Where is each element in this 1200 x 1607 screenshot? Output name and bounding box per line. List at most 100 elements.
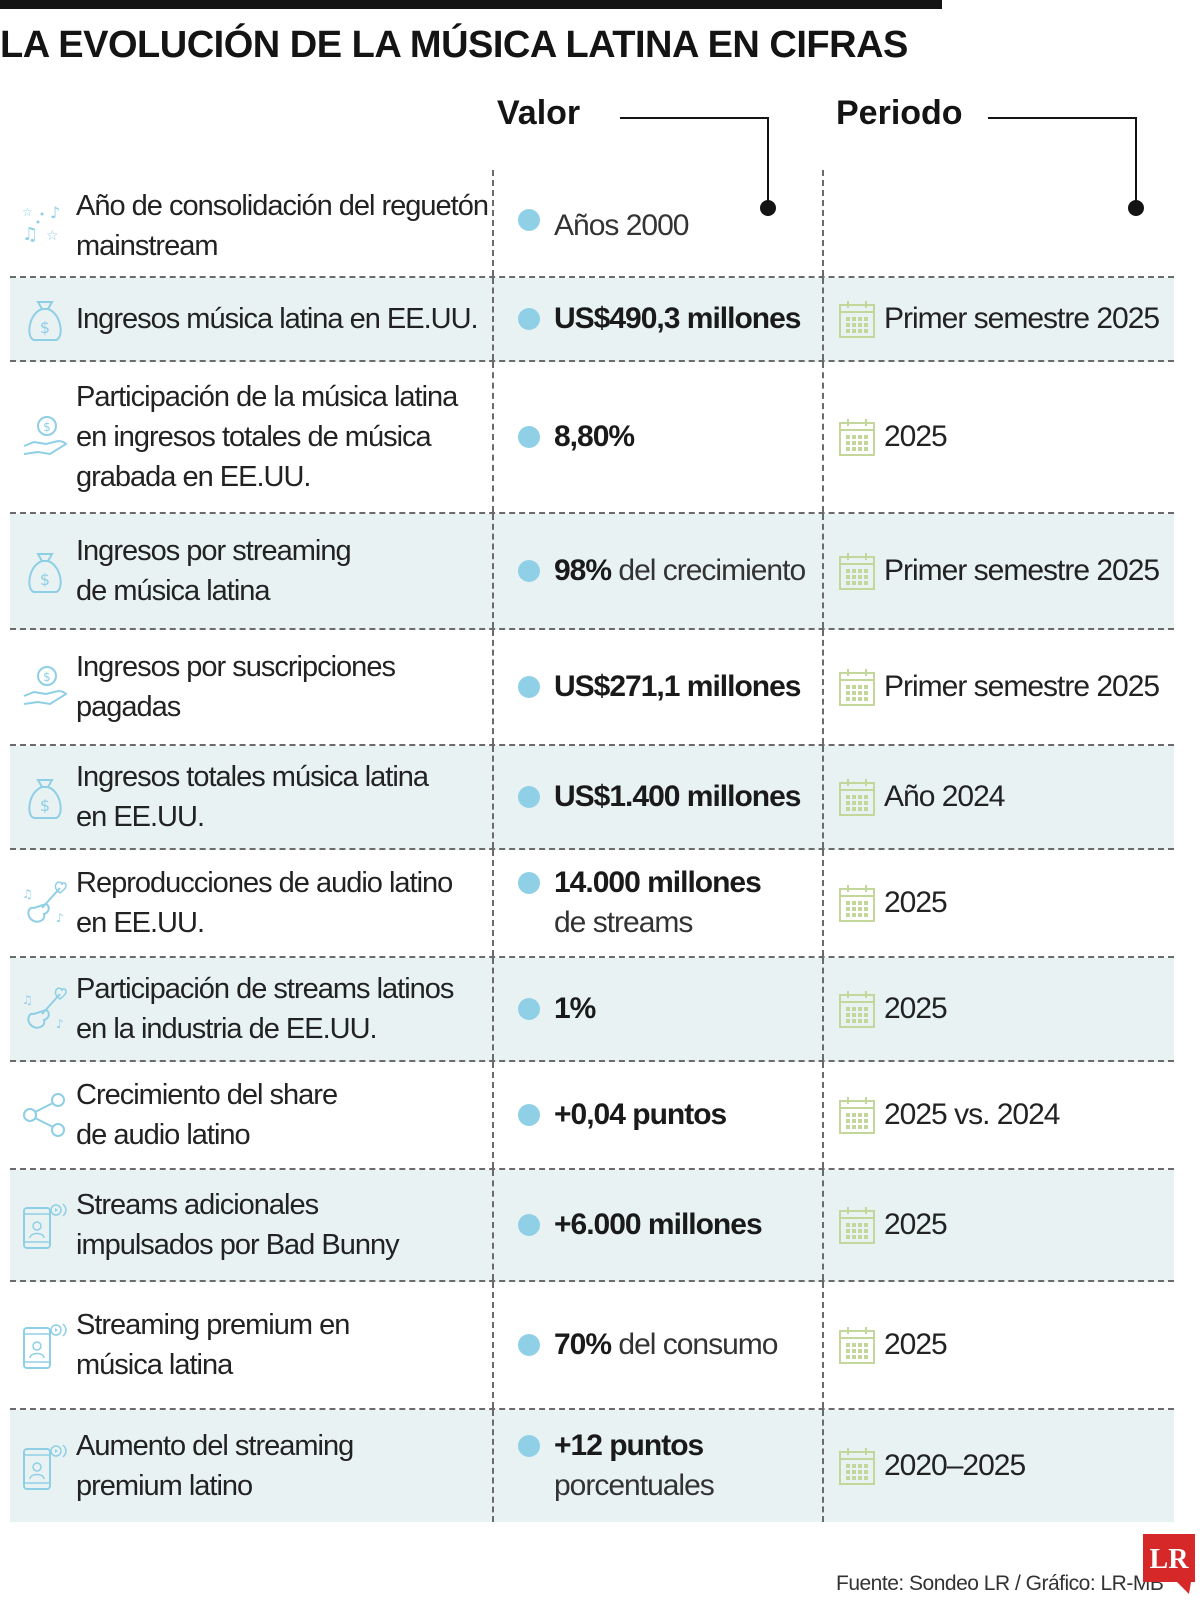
column-divider (492, 514, 494, 628)
svg-text:☆: ☆ (22, 205, 33, 219)
column-divider (822, 514, 824, 628)
column-header-periodo: Periodo (836, 94, 963, 132)
column-divider (822, 278, 824, 360)
row-label: Ingresos por suscripciones pagadas (76, 647, 496, 727)
bullet-dot (518, 426, 540, 448)
money-bag-icon: $ (20, 772, 70, 822)
column-divider (822, 746, 824, 848)
table-row: $ Ingresos música latina en EE.UU. US$490,… (10, 278, 1174, 362)
period-text: 2025 (884, 886, 948, 919)
row-label-line: de música latina (76, 575, 271, 607)
row-label: Streams adicionales impulsados por Bad Bu… (76, 1185, 496, 1265)
page-title: LA EVOLUCIÓN DE LA MÚSICA LATINA EN CIFR… (0, 24, 908, 66)
column-divider (822, 850, 824, 956)
column-divider (492, 1062, 494, 1168)
period-text: Primer semestre 2025 (884, 302, 1160, 335)
row-period: 2020–2025 (838, 1446, 1178, 1486)
row-value: US$271,1 millones (518, 667, 820, 707)
row-label-line: Streaming premium en (76, 1309, 350, 1341)
table-row: Streams adicionales impulsados por Bad Bu… (10, 1170, 1174, 1282)
bullet-dot (518, 998, 540, 1020)
value-rest: Años 2000 (554, 209, 689, 242)
calendar-icon (838, 1325, 876, 1365)
row-label-line: Participación de la música latina (76, 381, 458, 413)
row-period: 2025 (838, 989, 1178, 1029)
share-icon (20, 1090, 70, 1140)
row-period: Primer semestre 2025 (838, 551, 1178, 591)
row-label-line: Streams adicionales (76, 1189, 319, 1221)
svg-text:♫: ♫ (22, 224, 38, 245)
row-value: +12 puntos porcentuales (518, 1426, 820, 1506)
column-divider (492, 278, 494, 360)
calendar-icon (838, 883, 876, 923)
column-header-valor: Valor (497, 94, 581, 132)
row-label: Reproducciones de audio latino en EE.UU. (76, 863, 496, 943)
row-value: 70% del consumo (518, 1325, 820, 1365)
value-strong: US$490,3 millones (554, 302, 801, 335)
table-row: ☆ ♪ ♫ ☆ Año de consolidación del reguetón mai… (10, 170, 1174, 278)
column-divider (822, 630, 824, 744)
value-strong: 98% (554, 554, 612, 587)
money-bag-icon: $ (20, 294, 70, 344)
column-divider (822, 1282, 824, 1408)
guitar-icon: ♫ ♪ (20, 878, 70, 928)
column-divider (822, 1062, 824, 1168)
period-text: 2025 (884, 420, 948, 453)
value-strong: US$1.400 millones (554, 780, 801, 813)
svg-text:$: $ (43, 670, 51, 684)
svg-text:♪: ♪ (50, 203, 60, 222)
guitar-icon: ♫ ♪ (20, 984, 70, 1034)
bullet-dot (518, 1334, 540, 1356)
column-divider (492, 362, 494, 512)
value-strong: +6.000 millones (554, 1208, 763, 1241)
phone-stream-icon (20, 1320, 70, 1370)
row-label: Participación de la música latina en ingr… (76, 377, 496, 497)
top-rule (0, 0, 942, 9)
svg-text:♫: ♫ (22, 887, 33, 901)
row-label: Streaming premium en música latina (76, 1305, 496, 1385)
row-label-line: Ingresos música latina en EE.UU. (76, 303, 479, 335)
column-divider (492, 1170, 494, 1280)
data-table: ☆ ♪ ♫ ☆ Año de consolidación del reguetón mai… (10, 170, 1174, 1522)
svg-text:♫: ♫ (22, 993, 33, 1007)
calendar-icon (838, 989, 876, 1029)
period-text: 2025 vs. 2024 (884, 1098, 1060, 1131)
row-label: Participación de streams latinos en la in… (76, 969, 496, 1049)
table-row: $ Ingresos por streaming de música latina 9… (10, 514, 1174, 630)
value-strong: +0,04 puntos (554, 1098, 727, 1131)
row-label-line: Reproducciones de audio latino (76, 867, 453, 899)
value-strong: US$271,1 millones (554, 670, 801, 703)
row-label-line: de audio latino (76, 1119, 251, 1151)
row-label-line: premium latino (76, 1470, 253, 1502)
phone-stream-icon (20, 1441, 70, 1491)
table-row: Crecimiento del share de audio latino +0,0… (10, 1062, 1174, 1170)
column-divider (822, 170, 824, 276)
row-label-line: pagadas (76, 691, 181, 723)
table-row: ♫ ♪ Participación de streams latinos en la … (10, 958, 1174, 1062)
row-period: Primer semestre 2025 (838, 299, 1178, 339)
row-value: US$1.400 millones (518, 777, 820, 817)
row-label: Ingresos música latina en EE.UU. (76, 299, 496, 339)
periodo-leader-line (988, 117, 1144, 216)
calendar-icon (838, 551, 876, 591)
bullet-dot (518, 1104, 540, 1126)
column-divider (822, 1170, 824, 1280)
bullet-dot (518, 786, 540, 808)
row-label-line: mainstream (76, 230, 219, 262)
row-label-line: en ingresos totales de música (76, 421, 432, 453)
column-divider (822, 1410, 824, 1522)
period-text: 2020–2025 (884, 1449, 1026, 1482)
row-period: 2025 (838, 1325, 1178, 1365)
bullet-dot (518, 872, 540, 894)
row-value: +0,04 puntos (518, 1095, 820, 1135)
svg-text:$: $ (40, 318, 50, 337)
row-label-line: Ingresos por streaming (76, 535, 352, 567)
row-label: Aumento del streaming premium latino (76, 1426, 496, 1506)
row-label-line: Año de consolidación del reguetón (76, 190, 489, 222)
row-period: Primer semestre 2025 (838, 667, 1178, 707)
value-strong: 1% (554, 992, 596, 1025)
lr-logo-text: LR (1150, 1544, 1190, 1575)
row-label: Ingresos totales música latina en EE.UU. (76, 757, 496, 837)
table-row: ♫ ♪ Reproducciones de audio latino en EE.UU… (10, 850, 1174, 958)
value-strong: 14.000 millones (554, 866, 762, 899)
